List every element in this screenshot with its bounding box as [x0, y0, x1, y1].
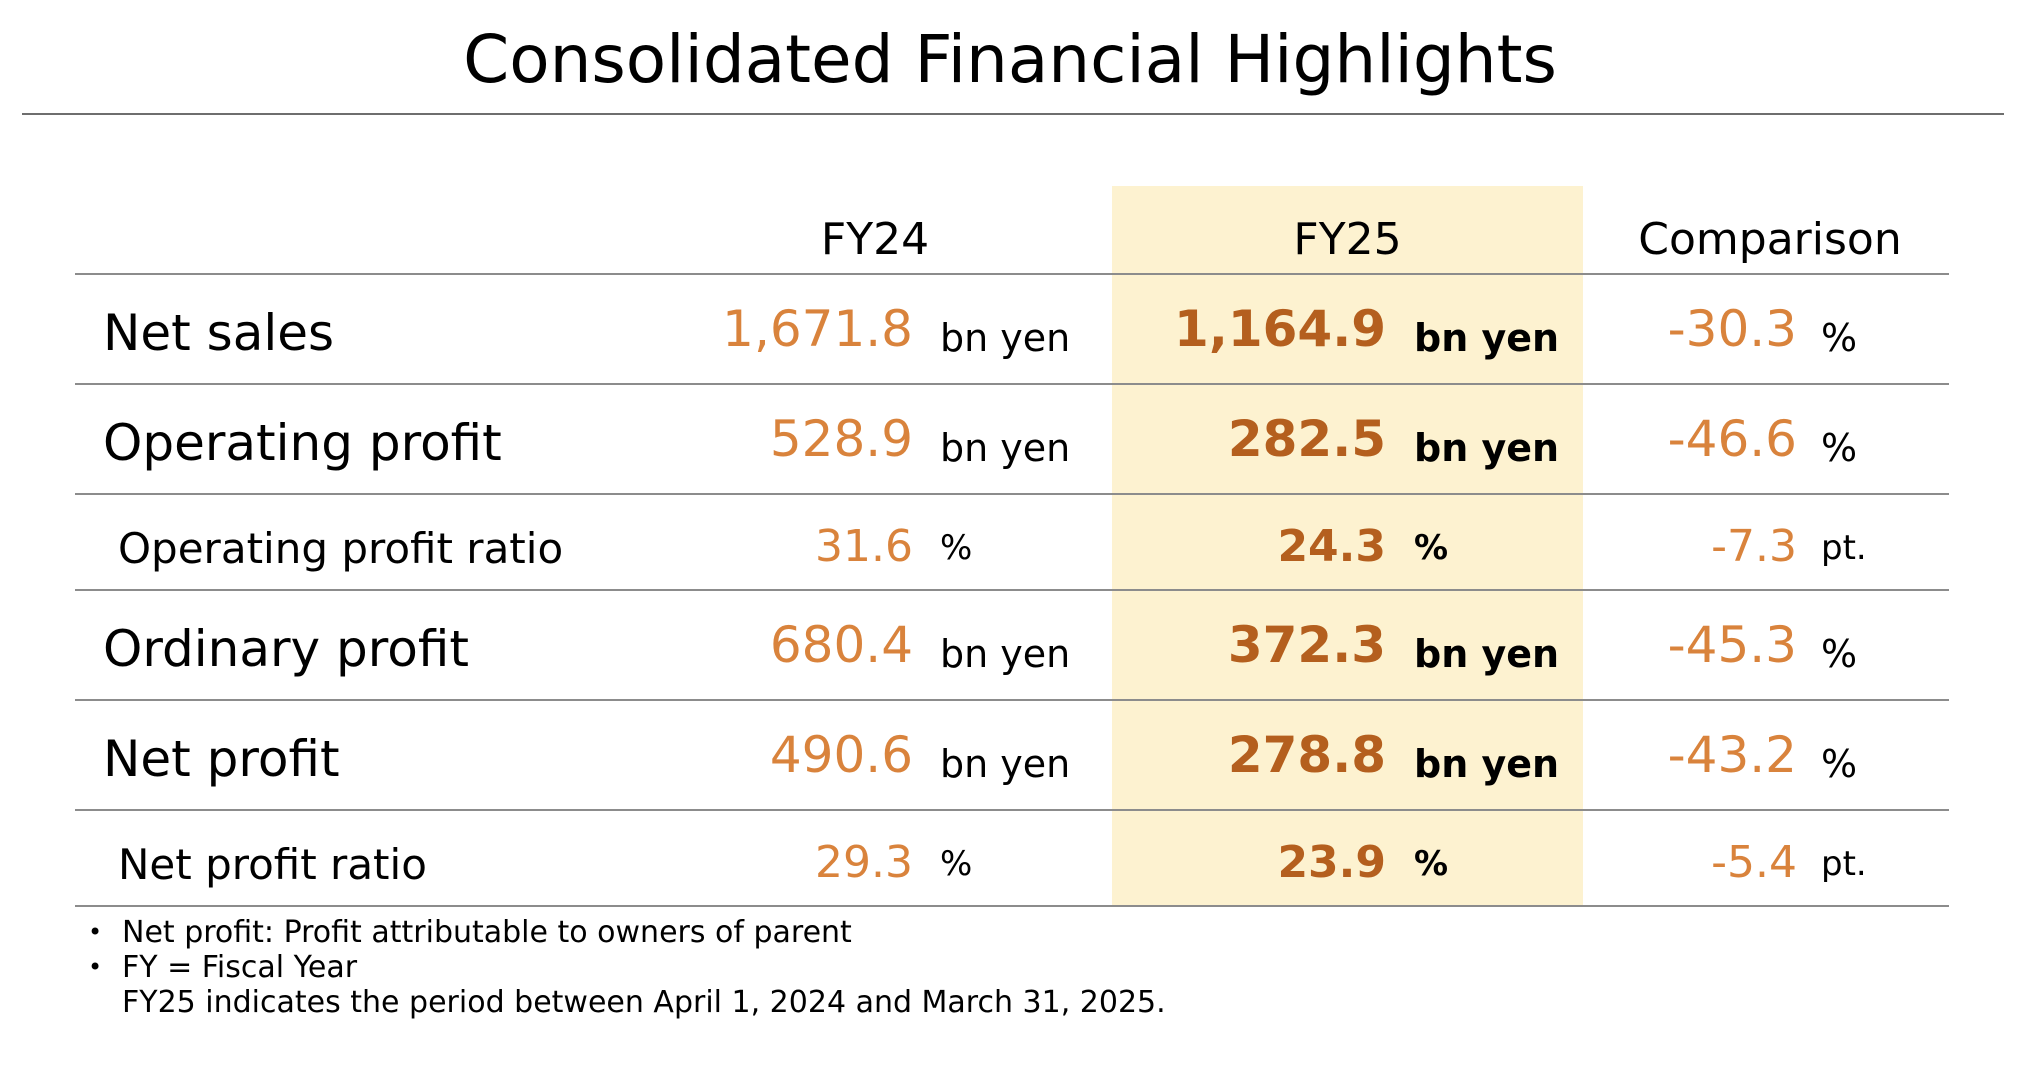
- fy25-value: 282.5: [1227, 410, 1386, 468]
- bullet-icon: •: [88, 918, 103, 946]
- row-divider: [75, 809, 1949, 811]
- fy24-unit: bn yen: [940, 426, 1071, 470]
- fy25-unit: %: [1414, 528, 1449, 568]
- comparison-value: -46.6: [1667, 410, 1797, 468]
- column-header-comparison: Comparison: [1638, 214, 1902, 265]
- row-label: Ordinary profit: [103, 620, 469, 678]
- fy24-unit: bn yen: [940, 316, 1071, 360]
- row-divider: [75, 493, 1949, 495]
- row-label: Net sales: [103, 304, 335, 362]
- fy25-highlight-column: [1112, 186, 1583, 906]
- fy24-unit: %: [940, 844, 973, 884]
- bullet-icon: •: [88, 953, 103, 981]
- comparison-unit: pt.: [1821, 528, 1867, 568]
- comparison-unit: %: [1821, 316, 1858, 360]
- fy25-unit: bn yen: [1414, 316, 1560, 360]
- footnote-fy: • FY = Fiscal Year: [88, 950, 1166, 985]
- table-row-net-sales: Net sales 1,671.8 bn yen 1,164.9 bn yen …: [0, 277, 2020, 387]
- fy24-unit: bn yen: [940, 632, 1071, 676]
- footnotes: • Net profit: Profit attributable to own…: [88, 915, 1166, 1020]
- row-label: Operating profit ratio: [118, 524, 564, 573]
- comparison-unit: %: [1821, 742, 1858, 786]
- table-row-ordinary-profit: Ordinary profit 680.4 bn yen 372.3 bn ye…: [0, 593, 2020, 703]
- fy25-unit: %: [1414, 844, 1449, 884]
- fy24-value: 31.6: [815, 521, 913, 572]
- comparison-value: -7.3: [1711, 521, 1797, 572]
- comparison-unit: %: [1821, 426, 1858, 470]
- fy25-value: 23.9: [1277, 837, 1386, 888]
- row-divider: [75, 699, 1949, 701]
- table-row-net-profit-ratio: Net profit ratio 29.3 % 23.9 % -5.4 pt.: [0, 813, 2020, 905]
- fy24-value: 680.4: [769, 616, 913, 674]
- fy25-value: 278.8: [1227, 726, 1386, 784]
- fy24-value: 490.6: [769, 726, 913, 784]
- comparison-value: -5.4: [1711, 837, 1797, 888]
- footnote-fy25-period: FY25 indicates the period between April …: [122, 985, 1166, 1020]
- footnote-text: Net profit: Profit attributable to owner…: [122, 915, 852, 950]
- comparison-value: -45.3: [1667, 616, 1797, 674]
- column-header-fy24: FY24: [820, 214, 930, 265]
- page-title: Consolidated Financial Highlights: [463, 21, 1557, 98]
- footnote-text: FY = Fiscal Year: [122, 950, 358, 985]
- table-row-operating-profit: Operating profit 528.9 bn yen 282.5 bn y…: [0, 387, 2020, 497]
- column-header-fy25: FY25: [1293, 214, 1402, 265]
- comparison-unit: %: [1821, 632, 1858, 676]
- row-divider: [75, 383, 1949, 385]
- footnote-net-profit: • Net profit: Profit attributable to own…: [88, 915, 1166, 950]
- title-divider: [22, 113, 2004, 115]
- fy25-unit: bn yen: [1414, 742, 1560, 786]
- fy25-unit: bn yen: [1414, 632, 1560, 676]
- header-rule: [75, 273, 1949, 275]
- fy25-unit: bn yen: [1414, 426, 1560, 470]
- fy25-value: 24.3: [1277, 521, 1386, 572]
- fy24-unit: bn yen: [940, 742, 1071, 786]
- row-divider: [75, 589, 1949, 591]
- row-label: Operating profit: [103, 414, 502, 472]
- comparison-value: -43.2: [1667, 726, 1797, 784]
- fy25-value: 1,164.9: [1174, 300, 1386, 358]
- row-label: Net profit ratio: [118, 840, 427, 889]
- fy25-value: 372.3: [1227, 616, 1386, 674]
- fy24-value: 29.3: [815, 837, 913, 888]
- table-row-net-profit: Net profit 490.6 bn yen 278.8 bn yen -43…: [0, 703, 2020, 813]
- row-label: Net profit: [103, 730, 340, 788]
- table-bottom-rule: [75, 905, 1949, 907]
- comparison-unit: pt.: [1821, 844, 1867, 884]
- table-row-operating-profit-ratio: Operating profit ratio 31.6 % 24.3 % -7.…: [0, 497, 2020, 589]
- fy24-value: 528.9: [769, 410, 913, 468]
- fy24-value: 1,671.8: [722, 300, 913, 358]
- comparison-value: -30.3: [1667, 300, 1797, 358]
- fy24-unit: %: [940, 528, 973, 568]
